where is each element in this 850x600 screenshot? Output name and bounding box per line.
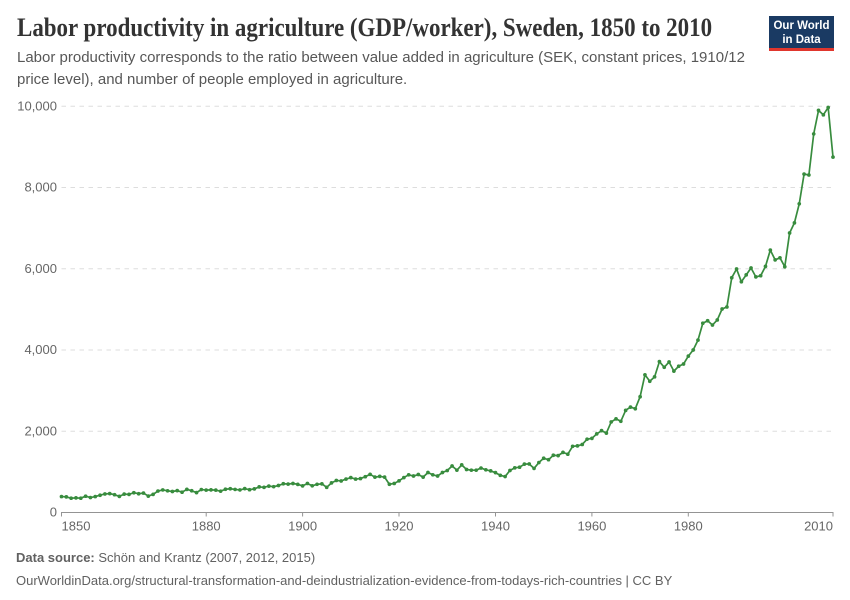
svg-text:1850: 1850: [62, 519, 91, 534]
svg-text:2,000: 2,000: [24, 424, 57, 439]
svg-text:4,000: 4,000: [24, 342, 57, 357]
svg-text:2010: 2010: [804, 519, 833, 534]
svg-text:1900: 1900: [288, 519, 317, 534]
svg-text:1960: 1960: [577, 519, 606, 534]
svg-text:1940: 1940: [481, 519, 510, 534]
svg-text:0: 0: [50, 505, 57, 520]
svg-text:1920: 1920: [385, 519, 414, 534]
svg-text:1880: 1880: [192, 519, 221, 534]
svg-text:1980: 1980: [674, 519, 703, 534]
svg-text:8,000: 8,000: [24, 180, 57, 195]
svg-text:6,000: 6,000: [24, 261, 57, 276]
svg-text:10,000: 10,000: [17, 99, 57, 114]
